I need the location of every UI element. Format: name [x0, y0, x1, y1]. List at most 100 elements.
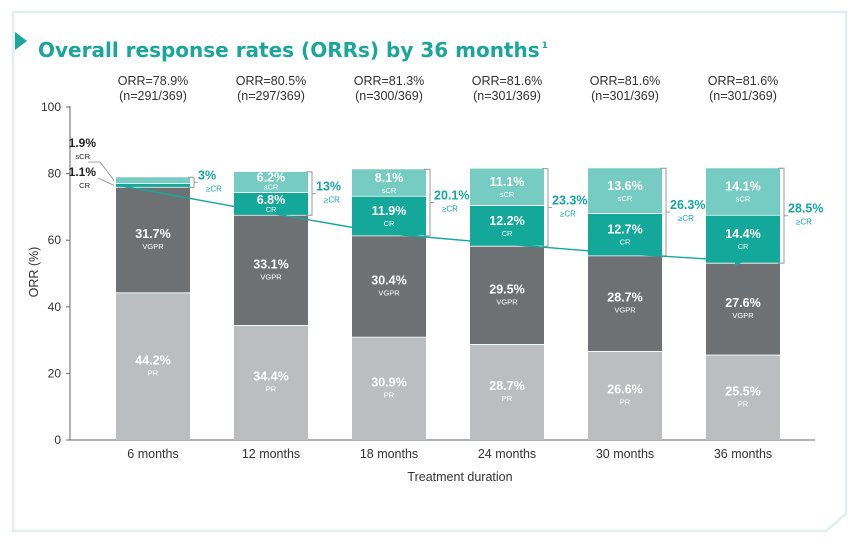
ge-cr-name-label: ≥CR	[560, 209, 576, 218]
vgpr-value-label: 31.7%	[135, 227, 170, 241]
vgpr-name-label: VGPR	[142, 242, 164, 251]
x-tick-label: 12 months	[242, 447, 300, 461]
pr-value-label: 28.7%	[489, 379, 524, 393]
cr-value-label: 12.7%	[607, 223, 642, 237]
bar-pr-4	[470, 344, 544, 440]
vgpr-value-label: 29.5%	[489, 282, 524, 296]
cr-name-label: CR	[79, 181, 90, 190]
orr-n-label: (n=297/369)	[237, 89, 305, 103]
bar-pr-5	[588, 351, 662, 440]
scr-value-label: 11.1%	[490, 175, 525, 189]
x-tick-label: 6 months	[127, 447, 178, 461]
bar-vgpr-1	[116, 187, 190, 293]
bar-vgpr-2	[234, 215, 308, 326]
bar-vgpr-5	[588, 255, 662, 352]
ge-cr-total-label: 26.3%	[670, 198, 705, 212]
cr-value-label: 6.8%	[257, 193, 286, 207]
cr-name-label: CR	[384, 219, 395, 228]
scr-name-label: sCR	[500, 190, 515, 199]
bar-labels: 6 months ORR=78.9%(n=291/369) 44.2% PR 31.7%…	[69, 74, 824, 461]
ge-cr-name-label: ≥CR	[442, 205, 458, 214]
pr-value-label: 34.4%	[253, 370, 288, 384]
ge-cr-name-label: ≥CR	[796, 218, 812, 227]
orr-n-label: (n=300/369)	[355, 89, 423, 103]
x-tick-label: 36 months	[714, 447, 772, 461]
bar-scr-6	[706, 168, 780, 216]
scr-name-label: sCR	[382, 186, 397, 195]
cr-name-label: CR	[738, 242, 749, 251]
cr-leader-line	[97, 177, 115, 186]
bar-scr-4	[470, 168, 544, 206]
scr-name-label: sCR	[264, 182, 279, 191]
pr-value-label: 26.6%	[607, 383, 642, 397]
pr-name-label: PR	[384, 391, 395, 400]
orr-n-label: (n=301/369)	[473, 89, 541, 103]
x-tick-label: 18 months	[360, 447, 418, 461]
vgpr-value-label: 28.7%	[607, 291, 642, 305]
ge-cr-total-label: 13%	[316, 180, 341, 194]
vgpr-name-label: VGPR	[378, 288, 400, 297]
vgpr-value-label: 30.4%	[371, 273, 406, 287]
bar-scr-2	[234, 171, 308, 193]
scr-value-label: 6.2%	[257, 170, 286, 184]
y-tick-label: 0	[54, 433, 61, 447]
ge-cr-name-label: ≥CR	[678, 214, 694, 223]
ge-cr-name-label: ≥CR	[324, 196, 340, 205]
cr-name-label: CR	[620, 238, 631, 247]
vgpr-name-label: VGPR	[732, 311, 754, 320]
y-tick-label: 20	[48, 366, 62, 380]
vgpr-name-label: VGPR	[496, 297, 518, 306]
orr-n-label: (n=291/369)	[119, 89, 187, 103]
bar-cr-5	[588, 213, 662, 256]
y-ticks: 0 20 40 60 80 100	[41, 100, 70, 447]
scr-name-label: sCR	[736, 195, 751, 204]
bar-scr-1	[116, 177, 190, 184]
bar-vgpr-4	[470, 246, 544, 345]
scr-leader-line	[88, 161, 115, 181]
vgpr-name-label: VGPR	[260, 272, 282, 281]
orr-label: ORR=81.6%	[590, 74, 661, 88]
cr-name-label: CR	[266, 205, 277, 214]
y-tick-label: 80	[48, 167, 62, 181]
x-axis-label: Treatment duration	[407, 470, 512, 484]
pr-value-label: 30.9%	[371, 376, 406, 390]
orr-label: ORR=78.9%	[118, 74, 189, 88]
y-tick-label: 60	[48, 233, 62, 247]
y-tick-label: 40	[48, 300, 62, 314]
x-tick-label: 30 months	[596, 447, 654, 461]
ge-cr-total-label: 3%	[198, 168, 216, 182]
title-marker	[15, 32, 27, 50]
bar-vgpr-6	[706, 263, 780, 356]
orr-label: ORR=81.6%	[708, 74, 779, 88]
vgpr-value-label: 33.1%	[253, 257, 288, 271]
ge-cr-total-label: 28.5%	[788, 202, 823, 216]
pr-value-label: 44.2%	[135, 353, 170, 367]
cr-value-label: 1.1%	[69, 165, 97, 179]
scr-name-label: sCR	[75, 152, 90, 161]
scr-name-label: sCR	[618, 194, 633, 203]
scr-value-label: 1.9%	[69, 136, 97, 150]
bar-cr-4	[470, 205, 544, 247]
pr-name-label: PR	[738, 400, 749, 409]
scr-value-label: 14.1%	[725, 180, 760, 194]
ge-cr-total-label: 20.1%	[434, 189, 469, 203]
chart-title: Overall response rates (ORRs) by 36 mont…	[38, 38, 548, 62]
bar-scr-3	[352, 169, 426, 197]
bar-pr-6	[706, 355, 780, 440]
pr-name-label: PR	[620, 398, 631, 407]
orr-label: ORR=81.6%	[472, 74, 543, 88]
cr-name-label: CR	[502, 229, 513, 238]
vgpr-name-label: VGPR	[614, 306, 636, 315]
cr-value-label: 12.2%	[489, 214, 524, 228]
y-axis-label: ORR (%)	[27, 247, 41, 298]
orr-n-label: (n=301/369)	[709, 89, 777, 103]
cr-value-label: 11.9%	[372, 204, 407, 218]
scr-value-label: 13.6%	[607, 179, 642, 193]
ge-cr-name-label: ≥CR	[206, 184, 222, 193]
y-tick-label: 100	[41, 100, 61, 114]
bar-pr-3	[352, 337, 426, 440]
bars	[116, 168, 780, 440]
bar-pr-1	[116, 292, 190, 440]
trend-arrow	[117, 184, 745, 266]
pr-name-label: PR	[266, 385, 277, 394]
